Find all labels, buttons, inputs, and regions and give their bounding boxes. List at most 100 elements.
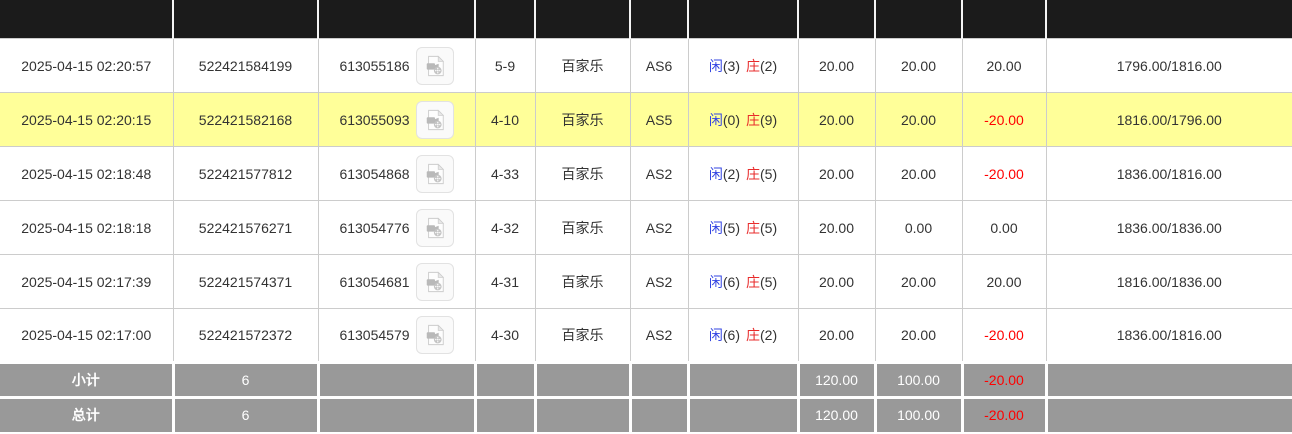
cell-payout: -20.00 <box>962 92 1047 147</box>
cell-round: 613054579 <box>318 308 476 363</box>
cell-bet-id: 522421582168 <box>173 92 319 147</box>
summary-empty-remark <box>1046 361 1292 398</box>
cell-game-type: 百家乐 <box>535 308 631 363</box>
banker-result-label: 庄 <box>746 273 760 290</box>
cell-round: 613054868 <box>318 146 476 201</box>
column-header <box>318 0 476 39</box>
banker-result-score: (2) <box>760 57 778 74</box>
cell-time: 2025-04-15 02:20:15 <box>0 92 174 147</box>
summary-total-bet: 120.00 <box>798 396 877 434</box>
cell-time: 2025-04-15 02:17:00 <box>0 308 174 363</box>
cell-valid-bet: 20.00 <box>875 254 963 309</box>
player-result-score: (5) <box>722 219 740 236</box>
summary-empty-table-no <box>630 396 690 434</box>
cell-session: 4-10 <box>475 92 536 147</box>
banker-result-label: 庄 <box>746 57 760 74</box>
summary-empty-result <box>688 396 800 434</box>
cell-table-no: AS2 <box>630 254 689 309</box>
player-result-label: 闲 <box>708 327 723 343</box>
cell-bet-id: 522421572372 <box>173 308 319 363</box>
cell-result: 闲(6) 庄(5) <box>688 254 799 309</box>
banker-result-label: 庄 <box>746 111 760 128</box>
banker-result-label: 庄 <box>746 219 760 236</box>
summary-valid-bet: 100.00 <box>875 396 964 434</box>
cell-time: 2025-04-15 02:18:18 <box>0 200 174 255</box>
player-result-score: (3) <box>722 57 740 74</box>
summary-label: 小计 <box>0 361 175 398</box>
summary-empty-table-no <box>630 361 690 398</box>
banker-result-score: (2) <box>760 327 778 343</box>
round-number: 613054868 <box>339 165 410 182</box>
summary-empty-game-type <box>535 396 632 434</box>
banker-result-score: (5) <box>760 165 778 182</box>
cell-valid-bet: 20.00 <box>875 38 963 93</box>
video-replay-button[interactable] <box>415 208 454 247</box>
cell-session: 4-33 <box>475 146 536 201</box>
cell-payout: 20.00 <box>962 254 1047 309</box>
player-result-label: 闲 <box>708 57 723 74</box>
banker-result-label: 庄 <box>746 165 760 182</box>
summary-count: 6 <box>173 361 320 398</box>
table-row: 2025-04-15 02:18:18 522421576271 6130547… <box>0 200 1292 255</box>
summary-empty-result <box>688 361 800 398</box>
video-replay-button[interactable] <box>415 100 454 139</box>
cell-total-bet: 20.00 <box>798 92 876 147</box>
summary-empty-round <box>318 361 477 398</box>
summary-empty-session <box>475 396 537 434</box>
banker-result-score: (9) <box>760 111 778 128</box>
video-replay-button[interactable] <box>415 154 454 193</box>
cell-valid-bet: 20.00 <box>875 308 963 363</box>
summary-empty-round <box>318 396 477 434</box>
cell-round: 613054776 <box>318 200 476 255</box>
cell-total-bet: 20.00 <box>798 200 876 255</box>
summary-row: 总计 6 120.00 100.00 -20.00 <box>0 396 1292 434</box>
cell-payout: 20.00 <box>962 38 1047 93</box>
summary-label: 总计 <box>0 396 175 434</box>
player-result-label: 闲 <box>708 165 723 182</box>
cell-total-bet: 20.00 <box>798 38 876 93</box>
video-replay-button[interactable] <box>415 46 454 85</box>
cell-time: 2025-04-15 02:17:39 <box>0 254 174 309</box>
player-result-score: (2) <box>722 165 740 182</box>
summary-row: 小计 6 120.00 100.00 -20.00 <box>0 361 1292 398</box>
video-replay-button[interactable] <box>415 262 454 301</box>
summary-empty-game-type <box>535 361 632 398</box>
cell-payout: -20.00 <box>962 308 1047 363</box>
video-file-icon <box>426 162 444 184</box>
round-number: 613055186 <box>339 57 410 74</box>
player-result-score: (0) <box>722 111 740 128</box>
cell-session: 5-9 <box>475 38 536 93</box>
cell-game-type: 百家乐 <box>535 38 631 93</box>
cell-result: 闲(2) 庄(5) <box>688 146 799 201</box>
cell-game-type: 百家乐 <box>535 200 631 255</box>
cell-result: 闲(5) 庄(5) <box>688 200 799 255</box>
summary-empty-session <box>475 361 537 398</box>
banker-result-score: (5) <box>760 219 778 236</box>
column-header <box>875 0 963 39</box>
player-result-label: 闲 <box>708 111 723 128</box>
round-number: 613054776 <box>339 219 410 236</box>
header-row <box>0 0 1292 39</box>
player-result-label: 闲 <box>708 219 723 236</box>
video-file-icon <box>426 108 444 130</box>
summary-empty-remark <box>1046 396 1292 434</box>
cell-remark: 1796.00/1816.00 <box>1046 38 1292 93</box>
cell-round: 613055093 <box>318 92 476 147</box>
cell-result: 闲(0) 庄(9) <box>688 92 799 147</box>
cell-total-bet: 20.00 <box>798 308 876 363</box>
cell-table-no: AS2 <box>630 200 689 255</box>
cell-time: 2025-04-15 02:18:48 <box>0 146 174 201</box>
cell-round: 613055186 <box>318 38 476 93</box>
cell-remark: 1836.00/1836.00 <box>1046 200 1292 255</box>
cell-bet-id: 522421574371 <box>173 254 319 309</box>
table-row: 2025-04-15 02:17:39 522421574371 6130546… <box>0 254 1292 309</box>
column-header <box>630 0 689 39</box>
round-number: 613054681 <box>339 273 410 290</box>
table-row: 2025-04-15 02:18:48 522421577812 6130548… <box>0 146 1292 201</box>
video-replay-button[interactable] <box>415 316 454 354</box>
cell-table-no: AS2 <box>630 146 689 201</box>
round-number: 613054579 <box>339 327 410 343</box>
video-file-icon <box>426 54 444 76</box>
table-row: 2025-04-15 02:20:15 522421582168 6130550… <box>0 92 1292 147</box>
